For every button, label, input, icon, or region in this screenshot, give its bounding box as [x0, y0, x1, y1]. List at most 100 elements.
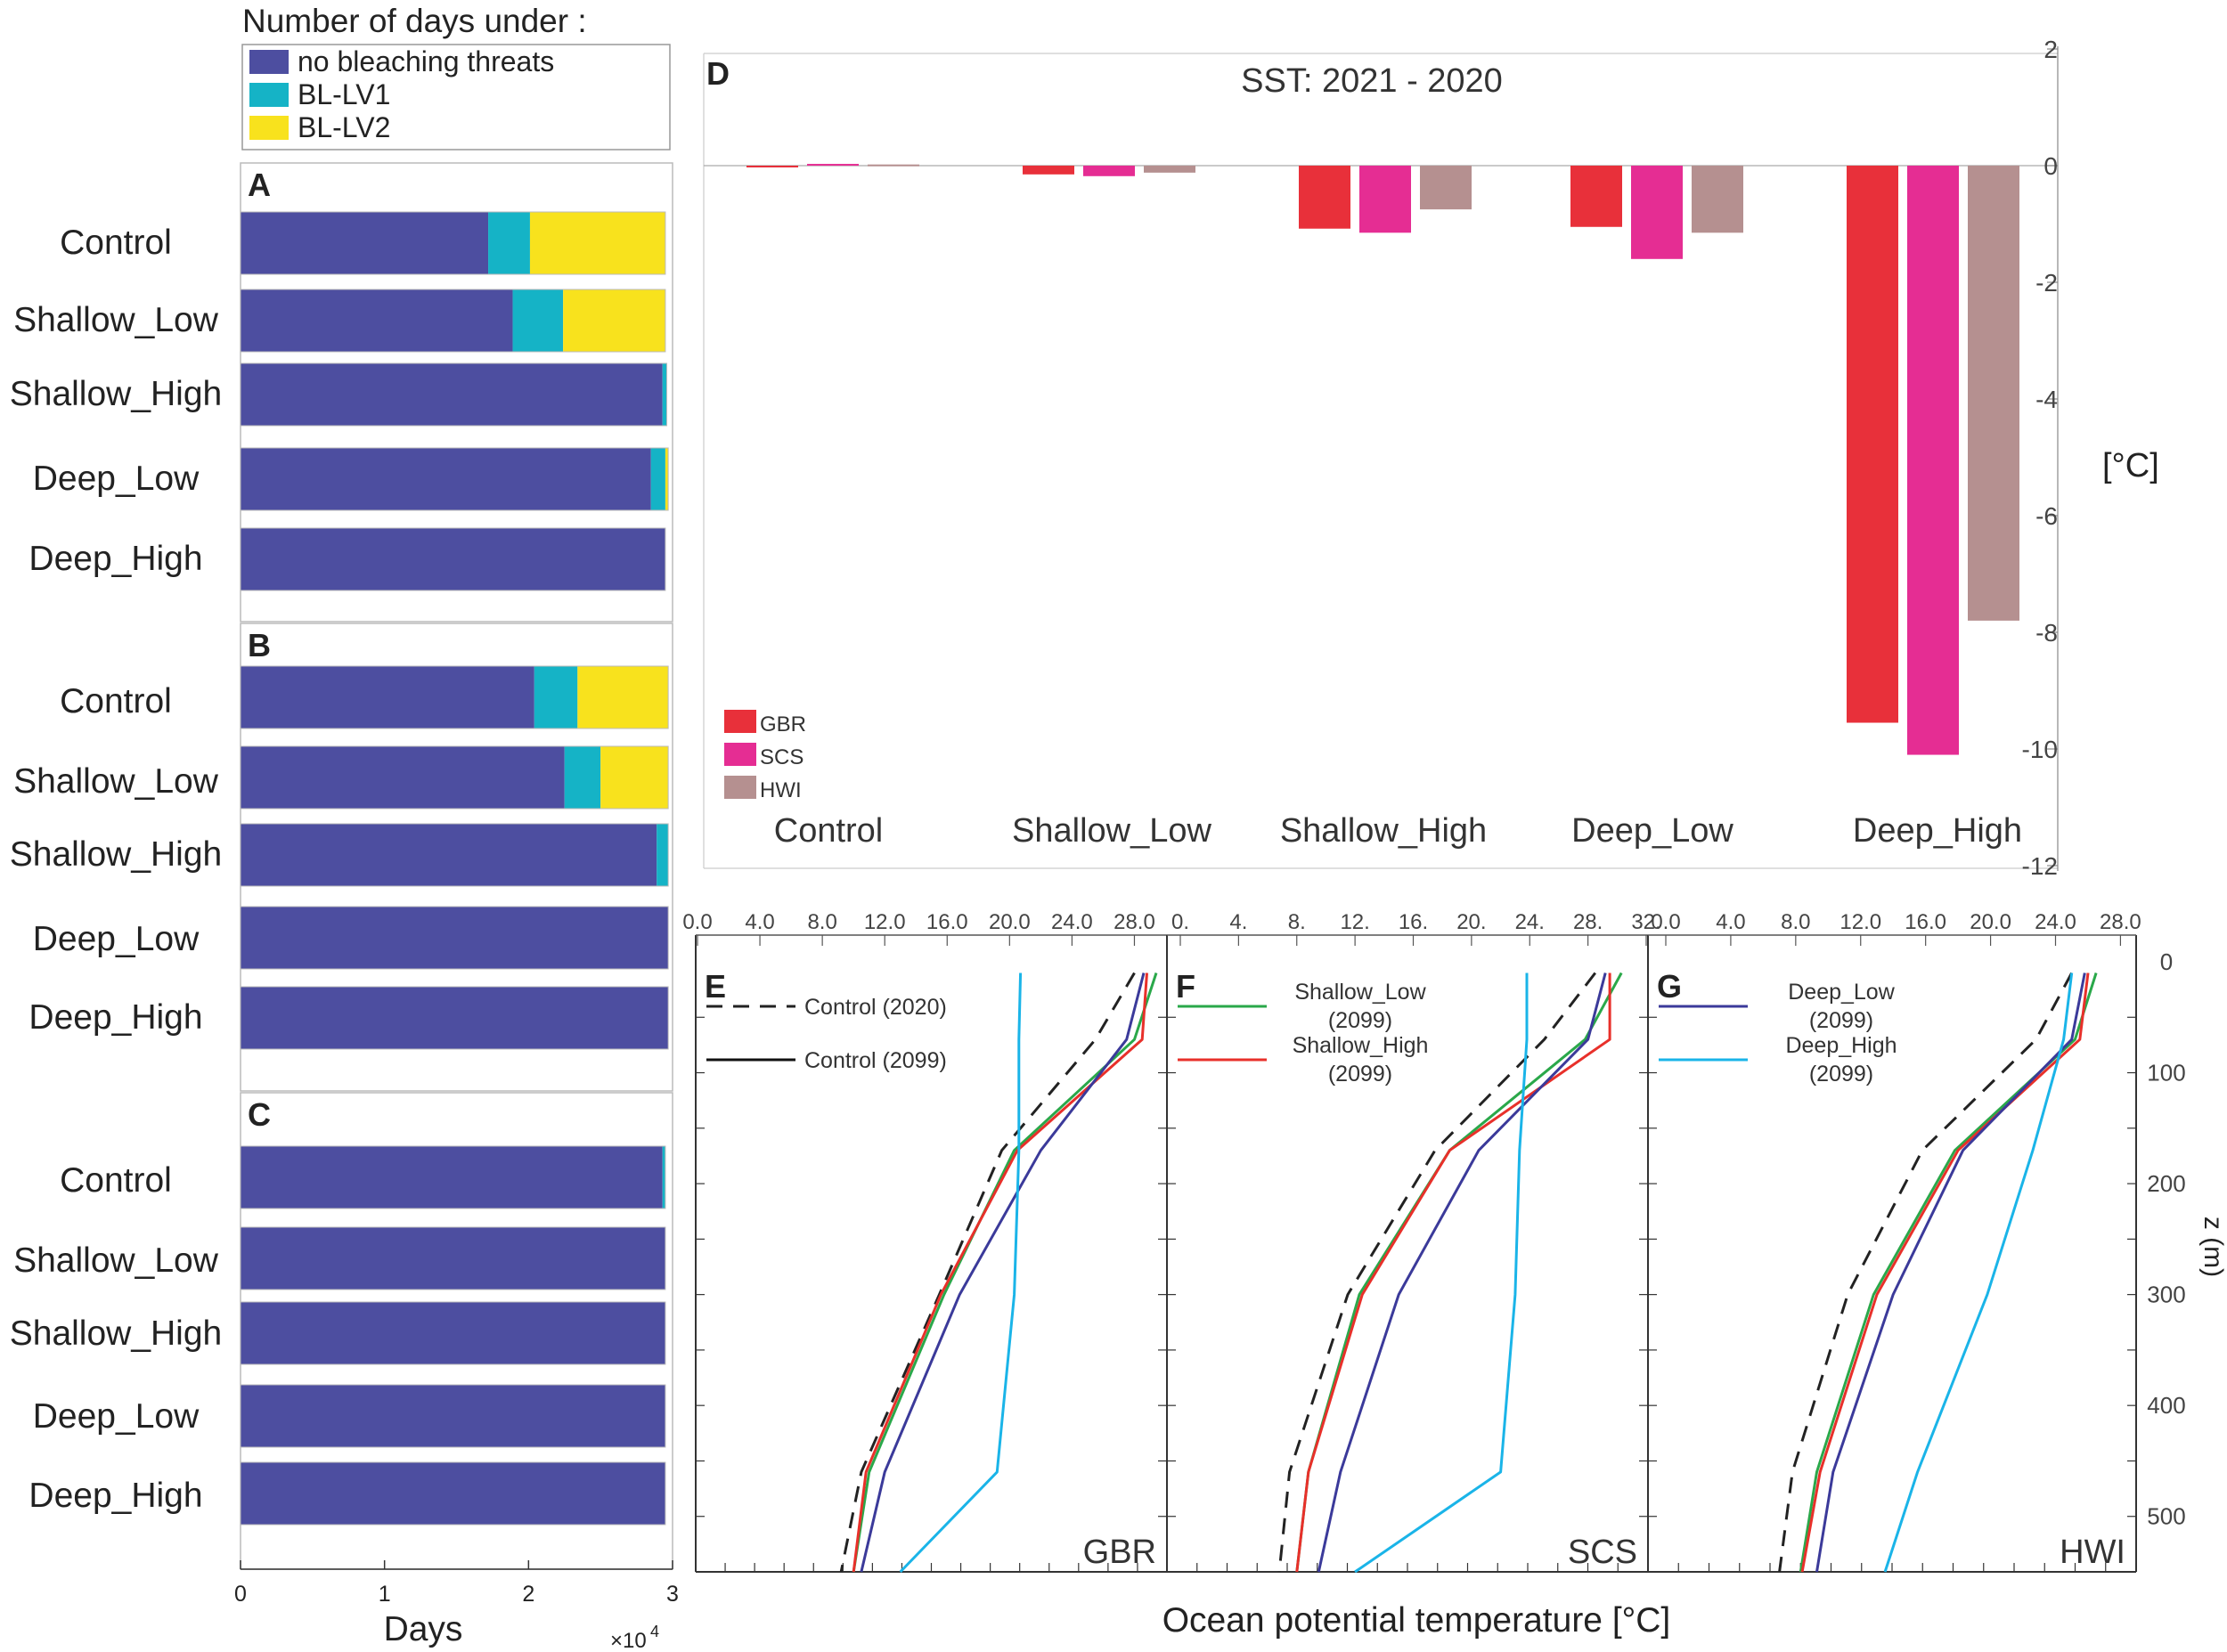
profile-line: [1277, 972, 1596, 1573]
bleaching-bar-segment: [529, 212, 665, 274]
legend-item-label: BL-LV1: [298, 78, 390, 110]
bleaching-bar-segment: [241, 1302, 665, 1364]
bleaching-bar-segment: [241, 1146, 663, 1208]
row-label: Control: [60, 682, 172, 720]
x-tick-label: 2: [522, 1582, 534, 1607]
y-tick-label: -2: [2035, 269, 2058, 297]
axis-multiplier: ×10: [610, 1629, 647, 1652]
legend-item-label: BL-LV2: [298, 111, 390, 143]
bleaching-bar-segment: [600, 746, 669, 809]
profile-line: [1799, 972, 2098, 1573]
category-label: Shallow_Low: [1012, 812, 1211, 850]
legend-item-label: HWI: [760, 778, 802, 802]
legend-swatch: [724, 710, 756, 733]
depth-axis-label: z (m): [2198, 1217, 2227, 1277]
x-tick-label: 0.0: [1651, 910, 1680, 934]
axis-multiplier-exponent: 4: [650, 1623, 659, 1640]
y-tick-label: -4: [2035, 386, 2058, 413]
legend-item-label: Shallow_High: [1293, 1033, 1429, 1058]
sst-bar: [1359, 166, 1411, 233]
depth-tick-label: 300: [2147, 1282, 2185, 1308]
x-tick-label: 16.: [1399, 910, 1428, 934]
x-tick-label: 4.0: [745, 910, 774, 934]
profile-panel: 0. 4. 8. 12. 16. 20. 24. 28. 32. F SCS Shallow_Low (…: [1166, 910, 1661, 1574]
x-tick-label: 4.0: [1716, 910, 1745, 934]
legend-title: Number of days under :: [242, 3, 587, 39]
x-tick-label: 12.0: [864, 910, 906, 934]
sst-bar: [1299, 166, 1350, 229]
x-tick-label: 32.: [1631, 910, 1660, 934]
bleaching-bar-segment: [662, 1146, 665, 1208]
x-tick-label: 20.0: [989, 910, 1031, 934]
bleaching-bar-segment: [662, 363, 667, 426]
row-label: Deep_Low: [33, 460, 200, 498]
bar-outline: [240, 1384, 666, 1448]
legend-item-label: SCS: [760, 745, 804, 769]
x-tick-label: 28.0: [1114, 910, 1155, 934]
sst-bar: [1907, 166, 1959, 755]
sst-bar: [1420, 166, 1472, 210]
y-tick-label: -12: [2022, 852, 2058, 880]
sst-bar: [807, 164, 859, 167]
bleaching-bar-segment: [241, 289, 513, 352]
chart-title: SST: 2021 - 2020: [1241, 62, 1503, 100]
x-tick-label: 1: [379, 1582, 391, 1607]
row-label: Shallow_Low: [13, 301, 219, 339]
legend-item-label: Deep_High: [1785, 1033, 1897, 1058]
x-tick-label: 12.: [1340, 910, 1369, 934]
legend-box: [241, 44, 671, 151]
y-axis-label: [°C]: [2102, 447, 2159, 484]
bleaching-bar-segment: [241, 448, 651, 510]
sst-bar: [1847, 166, 1898, 723]
bar-outline: [240, 1145, 666, 1209]
x-tick-label: 20.: [1456, 910, 1486, 934]
row-label: Control: [60, 224, 172, 262]
bar-outline: [240, 823, 669, 887]
sst-bar: [1570, 166, 1622, 227]
bleaching-bar-segment: [241, 528, 665, 590]
panel-label: F: [1176, 968, 1195, 1005]
row-label: Deep_Low: [33, 1397, 200, 1436]
bleaching-bar-segment: [665, 448, 669, 510]
bar-outline: [240, 527, 666, 591]
depth-tick-label: 100: [2147, 1060, 2185, 1086]
bar-outline: [240, 986, 669, 1050]
x-tick-label: 8.: [1288, 910, 1306, 934]
x-tick-label: 4.: [1229, 910, 1247, 934]
row-label: Control: [60, 1161, 172, 1200]
bleaching-bar-segment: [241, 363, 663, 426]
legend-swatch: [724, 776, 756, 799]
profile-line: [1778, 972, 2074, 1573]
legend-swatch: [249, 116, 289, 140]
x-tick-label: 0.0: [682, 910, 712, 934]
bleaching-bar-segment: [512, 289, 564, 352]
x-axis-label: Days: [384, 1610, 463, 1648]
panel-label: B: [248, 627, 271, 663]
x-tick-label: 24.0: [1051, 910, 1093, 934]
legend-item-label: (2099): [1809, 1062, 1873, 1086]
x-tick-label: 20.0: [1970, 910, 2011, 934]
x-tick-label: 0: [234, 1582, 247, 1607]
region-label: HWI: [2060, 1534, 2125, 1571]
legend-item-label: (2099): [1809, 1008, 1873, 1033]
row-label: Shallow_High: [10, 375, 222, 413]
profile-line: [1800, 972, 2090, 1573]
legend-item-label: Deep_Low: [1788, 980, 1895, 1005]
profile-line: [839, 972, 1136, 1573]
profile-line: [899, 972, 1023, 1574]
x-tick-label: 0.: [1171, 910, 1189, 934]
bleaching-bar-segment: [488, 212, 530, 274]
bleaching-bar-segment: [241, 1385, 665, 1447]
bleaching-bar-segment: [563, 289, 665, 352]
region-label: GBR: [1083, 1534, 1156, 1571]
profile-line: [1354, 972, 1529, 1574]
legend-swatch: [249, 50, 289, 74]
category-label: Deep_Low: [1571, 812, 1733, 850]
bleaching-bar-segment: [241, 1227, 665, 1290]
region-label: SCS: [1568, 1534, 1637, 1571]
x-tick-label: 3: [666, 1582, 679, 1607]
x-tick-label: 8.0: [1781, 910, 1810, 934]
x-tick-label: 24.0: [2035, 910, 2076, 934]
legend-item-label: Shallow_Low: [1294, 980, 1426, 1005]
